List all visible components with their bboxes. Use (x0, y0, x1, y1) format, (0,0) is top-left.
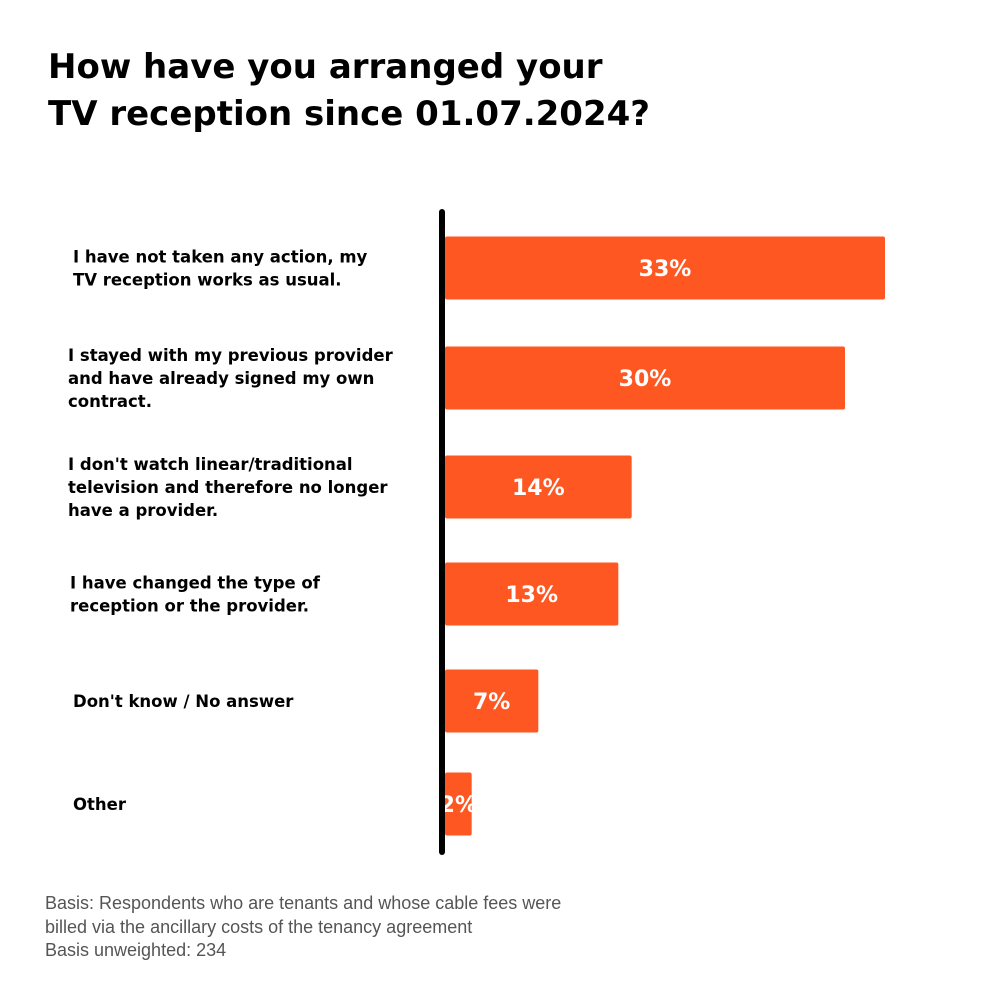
bar-value-label-5: 7% (473, 690, 510, 715)
chart-title-line-2: TV reception since 01.07.2024? (48, 94, 650, 134)
footnote-line-3: Basis unweighted: 234 (45, 940, 227, 960)
category-label-4: I have changed the type of reception or t… (70, 574, 321, 616)
category-label-4-line-1: I have changed the type of (70, 574, 321, 593)
category-label-5-line-1: Don't know / No answer (73, 692, 294, 711)
category-label-3: I don't watch linear/traditional televisi… (68, 455, 388, 520)
category-label-1: I have not taken any action, my TV recept… (73, 248, 368, 290)
category-label-3-line-1: I don't watch linear/traditional (68, 455, 353, 474)
category-label-2-line-3: contract. (68, 392, 152, 411)
chart-title-line-1: How have you arranged your (48, 47, 603, 87)
category-label-2-line-2: and have already signed my own (68, 369, 374, 388)
footnote-line-1: Basis: Respondents who are tenants and w… (45, 893, 562, 913)
bar-1 (445, 236, 885, 300)
category-label-6: Other (73, 795, 127, 814)
category-label-3-line-3: have a provider. (68, 501, 218, 520)
category-label-5: Don't know / No answer (73, 692, 294, 711)
bar-value-label-4: 13% (505, 583, 558, 608)
category-label-2-line-1: I stayed with my previous provider (68, 346, 394, 365)
bar-value-label-1: 33% (639, 257, 692, 282)
bar-5 (445, 669, 539, 733)
footnote: Basis: Respondents who are tenants and w… (45, 892, 685, 963)
bar-value-label-6: 2% (440, 793, 477, 818)
category-label-6-line-1: Other (73, 795, 127, 814)
category-label-2: I stayed with my previous provider and ha… (68, 346, 394, 411)
category-label-4-line-2: reception or the provider. (70, 597, 309, 616)
chart-title: How have you arranged your TV reception … (48, 44, 948, 138)
bar-6 (445, 772, 472, 836)
category-label-1-line-1: I have not taken any action, my (73, 248, 368, 267)
bar-3 (445, 455, 632, 519)
category-label-3-line-2: television and therefore no longer (68, 478, 388, 497)
category-label-1-line-2: TV reception works as usual. (73, 271, 342, 290)
bar-4 (445, 562, 619, 626)
bar-value-label-2: 30% (619, 367, 672, 392)
bar-2 (445, 346, 845, 410)
footnote-line-2: billed via the ancillary costs of the te… (45, 916, 473, 937)
bar-value-label-3: 14% (512, 476, 565, 501)
